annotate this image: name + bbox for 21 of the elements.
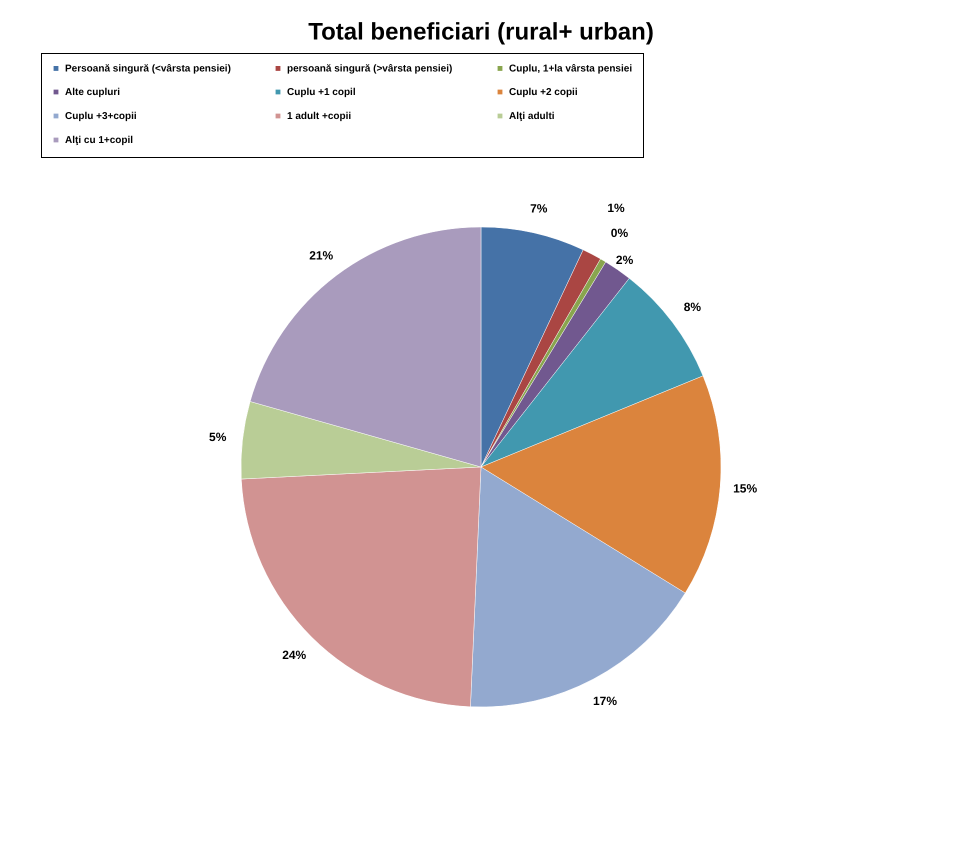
data-label: 24% xyxy=(282,648,307,662)
legend-label: Alţi cu 1+copil xyxy=(65,135,134,146)
legend-label: persoană singură (>vârsta pensiei) xyxy=(287,63,452,74)
legend-label: Cuplu +3+copii xyxy=(65,111,137,122)
legend-label: Alte cupluri xyxy=(65,87,120,98)
data-label: 21% xyxy=(309,248,334,263)
chart-title: Total beneficiari (rural+ urban) xyxy=(308,18,654,46)
data-label: 5% xyxy=(209,430,227,444)
data-label: 2% xyxy=(616,252,634,267)
data-label: 0% xyxy=(610,226,628,240)
legend-label: Cuplu +2 copii xyxy=(509,87,578,98)
legend-label: Persoană singură (<vârsta pensiei) xyxy=(65,63,231,74)
legend-label: 1 adult +copii xyxy=(287,111,352,122)
legend-label: Cuplu +1 copil xyxy=(287,87,356,98)
legend-label: Alţi adulti xyxy=(509,111,555,122)
data-label: 17% xyxy=(592,694,618,708)
legend-label: Cuplu, 1+la vârsta pensiei xyxy=(509,63,632,74)
data-label: 15% xyxy=(733,482,758,496)
data-label: 1% xyxy=(607,201,626,216)
data-label: 7% xyxy=(530,201,548,216)
data-label: 8% xyxy=(684,300,702,314)
